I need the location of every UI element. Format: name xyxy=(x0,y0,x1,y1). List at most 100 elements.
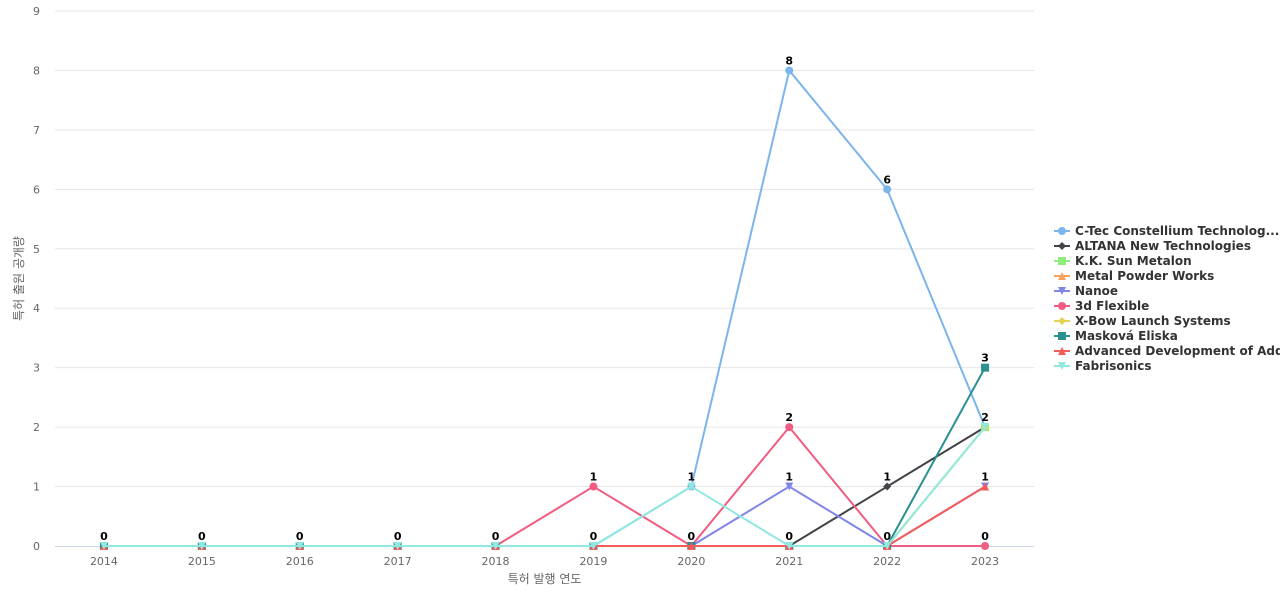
series-10 xyxy=(99,423,990,550)
data-label: 0 xyxy=(492,530,500,543)
legend-item[interactable]: X-Bow Launch Systems xyxy=(1054,314,1231,328)
legend-marker xyxy=(1058,242,1066,250)
legend-marker xyxy=(1058,332,1066,340)
data-point xyxy=(687,482,696,491)
x-tick-label: 2018 xyxy=(482,555,510,568)
x-tick-label: 2014 xyxy=(90,555,118,568)
data-point xyxy=(785,542,794,550)
data-point xyxy=(883,542,892,550)
y-tick-label: 6 xyxy=(33,183,40,196)
legend-label: Fabrisonics xyxy=(1075,359,1152,373)
y-tick-label: 9 xyxy=(33,5,40,18)
x-tick-label: 2015 xyxy=(188,555,216,568)
data-label: 6 xyxy=(883,173,891,186)
data-point xyxy=(883,482,892,491)
y-axis-ticks: 0 1 2 3 4 5 6 7 8 9 xyxy=(33,5,40,553)
data-label: 2 xyxy=(981,411,989,424)
legend-marker xyxy=(1058,227,1066,235)
y-tick-label: 8 xyxy=(33,64,40,77)
data-label: 8 xyxy=(785,54,793,67)
y-tick-label: 0 xyxy=(33,540,40,553)
data-point xyxy=(785,423,794,432)
legend-label: Advanced Development of Add... xyxy=(1075,344,1280,358)
legend-label: K.K. Sun Metalon xyxy=(1075,254,1192,268)
legend-marker xyxy=(1058,317,1066,325)
legend-item[interactable]: ALTANA New Technologies xyxy=(1054,239,1251,253)
x-tick-label: 2023 xyxy=(971,555,999,568)
legend-item[interactable]: Fabrisonics xyxy=(1054,359,1152,373)
data-point xyxy=(981,542,990,550)
data-label: 1 xyxy=(981,471,989,484)
data-point xyxy=(981,363,990,372)
data-label: 0 xyxy=(688,530,696,543)
data-point xyxy=(491,542,500,550)
legend-marker xyxy=(1058,272,1066,280)
x-tick-label: 2017 xyxy=(384,555,412,568)
data-label: 0 xyxy=(296,530,304,543)
data-label: 0 xyxy=(590,530,598,543)
data-point xyxy=(687,542,696,550)
data-label: 1 xyxy=(590,471,598,484)
data-point xyxy=(589,542,598,550)
data-label: 1 xyxy=(688,471,696,484)
legend-label: Metal Powder Works xyxy=(1075,269,1214,283)
legend-label: C-Tec Constellium Technolog... xyxy=(1075,224,1279,238)
data-point xyxy=(589,482,598,491)
series-group xyxy=(99,66,990,550)
legend-label: Nanoe xyxy=(1075,284,1118,298)
legend: C-Tec Constellium Technolog...ALTANA New… xyxy=(1054,224,1280,373)
y-tick-label: 2 xyxy=(33,421,40,434)
data-point xyxy=(295,542,304,550)
legend-item[interactable]: Metal Powder Works xyxy=(1054,269,1214,283)
data-point xyxy=(393,542,402,550)
x-tick-label: 2022 xyxy=(873,555,901,568)
y-tick-label: 3 xyxy=(33,362,40,375)
y-tick-label: 1 xyxy=(33,481,40,494)
data-point xyxy=(883,185,892,194)
series-8 xyxy=(99,363,990,550)
y-tick-label: 7 xyxy=(33,124,40,137)
data-point xyxy=(785,66,794,75)
data-label: 0 xyxy=(100,530,108,543)
data-label: 0 xyxy=(883,530,891,543)
data-point xyxy=(785,482,794,491)
data-label: 3 xyxy=(981,352,989,365)
legend-item[interactable]: Masková Eliska xyxy=(1054,329,1178,343)
legend-marker xyxy=(1058,347,1066,355)
y-axis-title: 특허 출원 공개량 xyxy=(12,236,26,321)
legend-item[interactable]: K.K. Sun Metalon xyxy=(1054,254,1192,268)
legend-label: Masková Eliska xyxy=(1075,329,1178,343)
data-label: 0 xyxy=(981,530,989,543)
legend-item[interactable]: Advanced Development of Add... xyxy=(1054,344,1280,358)
grid-lines xyxy=(55,10,1034,488)
y-tick-label: 5 xyxy=(33,243,40,256)
y-tick-label: 4 xyxy=(33,302,40,315)
x-tick-label: 2020 xyxy=(677,555,705,568)
series-line xyxy=(102,366,987,547)
legend-label: X-Bow Launch Systems xyxy=(1075,314,1231,328)
legend-marker xyxy=(1058,302,1066,310)
x-axis-ticks: 2014 2015 2016 2017 2018 2019 2020 2021 2022 2023 xyxy=(90,555,999,568)
x-tick-label: 2021 xyxy=(775,555,803,568)
data-point xyxy=(197,542,206,550)
data-label: 0 xyxy=(394,530,402,543)
data-point xyxy=(981,482,990,491)
legend-marker xyxy=(1058,287,1066,295)
data-label: 1 xyxy=(785,471,793,484)
data-label: 2 xyxy=(785,411,793,424)
legend-label: 3d Flexible xyxy=(1075,299,1149,313)
legend-item[interactable]: Nanoe xyxy=(1054,284,1118,298)
x-tick-label: 2016 xyxy=(286,555,314,568)
x-axis-title: 특허 발행 연도 xyxy=(508,571,582,586)
legend-marker xyxy=(1058,362,1066,370)
series-line xyxy=(102,426,987,547)
legend-label: ALTANA New Technologies xyxy=(1075,239,1251,253)
data-labels: 0 0 0 0 0 1 0 1 0 8 2 1 0 6 1 0 3 2 1 0 xyxy=(100,54,989,543)
legend-item[interactable]: 3d Flexible xyxy=(1054,299,1149,313)
data-point xyxy=(99,542,108,550)
legend-item[interactable]: C-Tec Constellium Technolog... xyxy=(1054,224,1279,238)
data-label: 0 xyxy=(785,530,793,543)
data-label: 1 xyxy=(883,471,891,484)
data-label: 0 xyxy=(198,530,206,543)
